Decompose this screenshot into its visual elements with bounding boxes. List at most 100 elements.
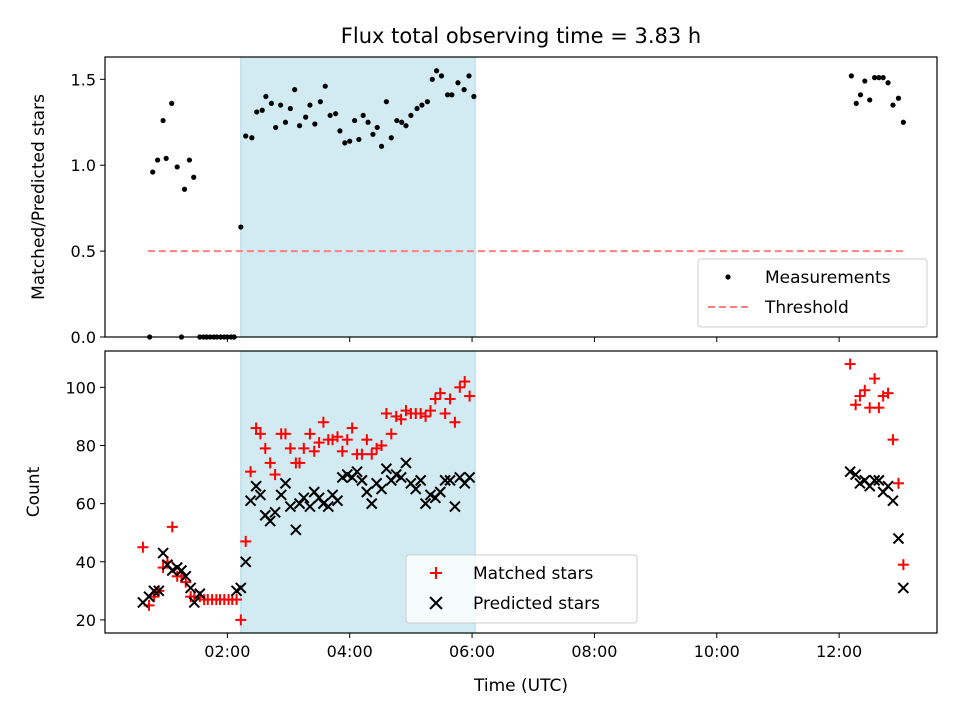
measurement-point xyxy=(429,76,435,82)
bottom-y-axis-label: Count xyxy=(24,466,44,517)
measurement-point xyxy=(181,186,188,192)
matched-star-point xyxy=(346,422,358,434)
matched-star-point xyxy=(250,422,262,434)
measurement-point xyxy=(287,105,293,112)
predicted-star-point xyxy=(157,547,169,559)
predicted-star-point xyxy=(439,474,451,487)
predicted-star-point xyxy=(897,582,910,594)
measurement-point xyxy=(282,119,289,125)
legend-predicted-marker xyxy=(429,596,443,610)
predicted-star-point xyxy=(887,495,899,507)
matched-star-point xyxy=(304,428,316,440)
predicted-star-point xyxy=(180,570,192,583)
predicted-star-point xyxy=(244,495,257,507)
predicted-star-point xyxy=(873,474,885,487)
bottom-y-tick-label: 20 xyxy=(76,611,96,630)
measurement-point xyxy=(408,112,414,119)
matched-star-point xyxy=(882,387,894,399)
matched-star-point xyxy=(317,416,329,428)
matched-star-point xyxy=(424,405,436,417)
matched-star-point xyxy=(892,477,904,489)
top-y-tick-label: 1.5 xyxy=(71,70,96,89)
matched-star-point xyxy=(254,428,266,440)
chart-title: Flux total observing time = 3.83 h xyxy=(341,24,701,48)
x-axis-label: Time (UTC) xyxy=(473,676,568,696)
predicted-star-point xyxy=(356,474,368,487)
matched-star-point xyxy=(284,442,296,454)
matched-star-point xyxy=(137,541,149,553)
matched-star-point xyxy=(180,576,192,588)
matched-star-point xyxy=(308,445,320,457)
measurement-point xyxy=(186,157,193,163)
predicted-star-point xyxy=(269,506,281,519)
matched-star-point xyxy=(331,431,343,443)
matched-star-point xyxy=(279,428,291,440)
matched-star-point xyxy=(240,535,252,547)
measurement-point xyxy=(449,92,455,98)
predicted-star-point xyxy=(254,489,267,501)
legend-measurements-label: Measurements xyxy=(765,268,891,288)
matched-star-point xyxy=(420,410,432,422)
bottom-legend: Matched stars Predicted stars xyxy=(405,554,638,624)
predicted-star-point xyxy=(264,515,276,527)
matched-star-point xyxy=(336,445,348,457)
measurement-point xyxy=(360,112,366,119)
matched-star-point xyxy=(429,393,441,405)
matched-star-point xyxy=(341,434,353,446)
measurement-point xyxy=(438,73,445,79)
measurement-point xyxy=(312,121,318,127)
legend-measurements-marker xyxy=(725,274,731,280)
measurement-point xyxy=(424,99,430,105)
measurement-point xyxy=(160,117,166,124)
matched-star-point xyxy=(873,402,885,414)
measurement-point xyxy=(848,73,854,79)
matched-star-point xyxy=(395,413,407,425)
matched-star-point xyxy=(376,439,388,451)
measurement-point xyxy=(268,100,274,106)
measurement-point xyxy=(150,169,156,175)
predicted-star-point xyxy=(184,582,197,594)
matched-star-point xyxy=(166,521,178,533)
predicted-star-point xyxy=(375,483,388,495)
predicted-star-point xyxy=(366,497,378,510)
predicted-star-point xyxy=(298,492,310,504)
matched-star-point xyxy=(439,408,451,420)
measurement-point xyxy=(885,80,891,86)
matched-star-point xyxy=(869,373,881,385)
measurement-point xyxy=(333,111,339,117)
measurement-point xyxy=(243,133,249,139)
x-tick-label: 06:00 xyxy=(449,642,495,661)
predicted-star-point xyxy=(239,556,252,568)
measurement-point xyxy=(872,75,878,81)
legend-threshold-label: Threshold xyxy=(764,298,849,318)
predicted-star-point xyxy=(414,474,427,487)
x-tick-label: 04:00 xyxy=(327,642,373,661)
measurement-point xyxy=(876,75,882,81)
matched-star-point xyxy=(434,387,446,399)
measurement-point xyxy=(388,135,394,141)
x-tick-label: 08:00 xyxy=(571,642,617,661)
predicted-star-point xyxy=(188,596,201,609)
top-y-axis-label: Matched/Predicted stars xyxy=(29,94,49,300)
measurement-point xyxy=(307,102,313,108)
measurement-point xyxy=(155,157,161,163)
predicted-star-point xyxy=(410,483,422,495)
measurement-point xyxy=(174,164,180,170)
measurement-point xyxy=(347,138,353,144)
measurement-point xyxy=(317,99,323,105)
predicted-star-point xyxy=(290,524,302,536)
predicted-star-point xyxy=(194,588,206,600)
matched-star-point xyxy=(269,469,281,481)
measurement-point xyxy=(169,100,175,106)
predicted-star-point xyxy=(304,500,316,513)
measurement-point xyxy=(296,123,303,129)
measurement-point xyxy=(374,124,380,131)
matched-star-point xyxy=(464,390,476,402)
matched-star-point xyxy=(887,434,899,446)
legend-matched-marker xyxy=(430,567,442,579)
measurement-point xyxy=(263,93,269,100)
measurement-point xyxy=(249,135,255,141)
matched-star-point xyxy=(850,399,862,411)
top-axes-frame xyxy=(104,56,938,338)
matched-star-point xyxy=(361,434,373,446)
